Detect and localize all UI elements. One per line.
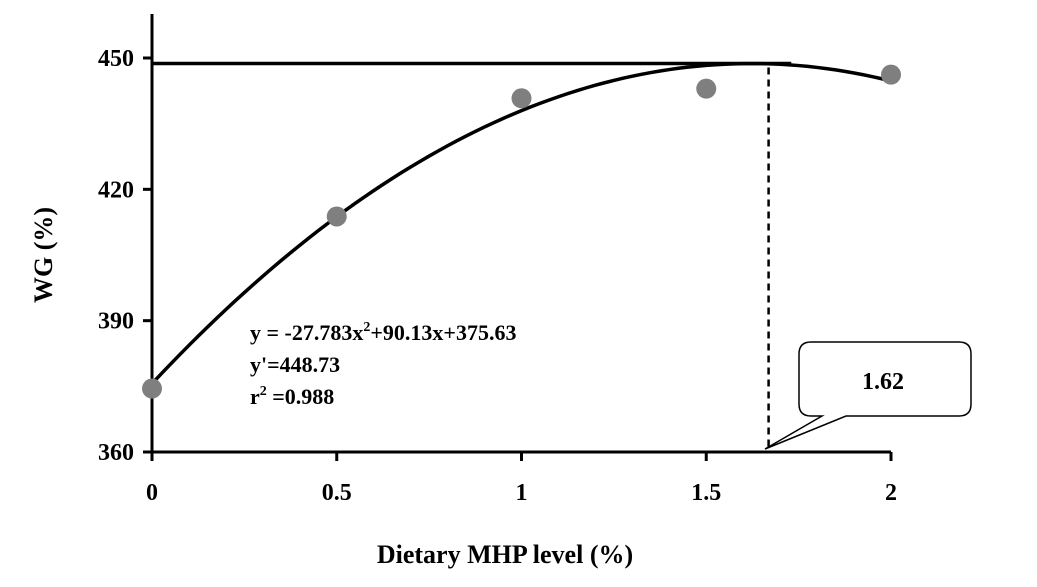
x-ticks: 0 0.5 1 1.5 2 <box>146 452 897 506</box>
equation-superscript: 2 <box>363 320 370 335</box>
x-tick-label: 0.5 <box>322 480 352 506</box>
x-axis-title: Dietary MHP level (%) <box>377 540 633 569</box>
r2-superscript: 2 <box>260 384 267 399</box>
data-point <box>696 78 717 99</box>
r2-main: r <box>250 384 260 409</box>
y-tick-label: 420 <box>98 177 134 203</box>
yprime-text: y'=448.73 <box>250 352 340 377</box>
callout-box <box>764 341 972 450</box>
equation-rest: +90.13x+375.63 <box>370 320 516 345</box>
callout-label: 1.62 <box>862 369 904 395</box>
r2-rest: =0.988 <box>267 384 335 409</box>
y-tick-label: 450 <box>98 46 134 72</box>
fit-curve <box>150 61 892 385</box>
data-point <box>326 206 347 227</box>
x-tick-label: 0 <box>146 480 158 506</box>
equation-text: y = -27.783x2+90.13x+375.63 <box>250 320 516 345</box>
y-ticks: 360 390 420 450 <box>98 46 152 466</box>
data-point <box>881 64 901 85</box>
y-tick-label: 360 <box>98 440 134 466</box>
equation-main: y = -27.783x <box>250 320 363 345</box>
r2-text: r2 =0.988 <box>250 384 334 409</box>
x-tick-label: 2 <box>885 480 897 506</box>
data-points <box>142 64 901 399</box>
x-tick-label: 1 <box>516 480 528 506</box>
y-axis-title: WG (%) <box>29 207 58 303</box>
x-tick-label: 1.5 <box>691 480 721 506</box>
data-point <box>142 378 162 399</box>
y-tick-label: 390 <box>98 309 134 335</box>
data-point <box>511 88 532 109</box>
